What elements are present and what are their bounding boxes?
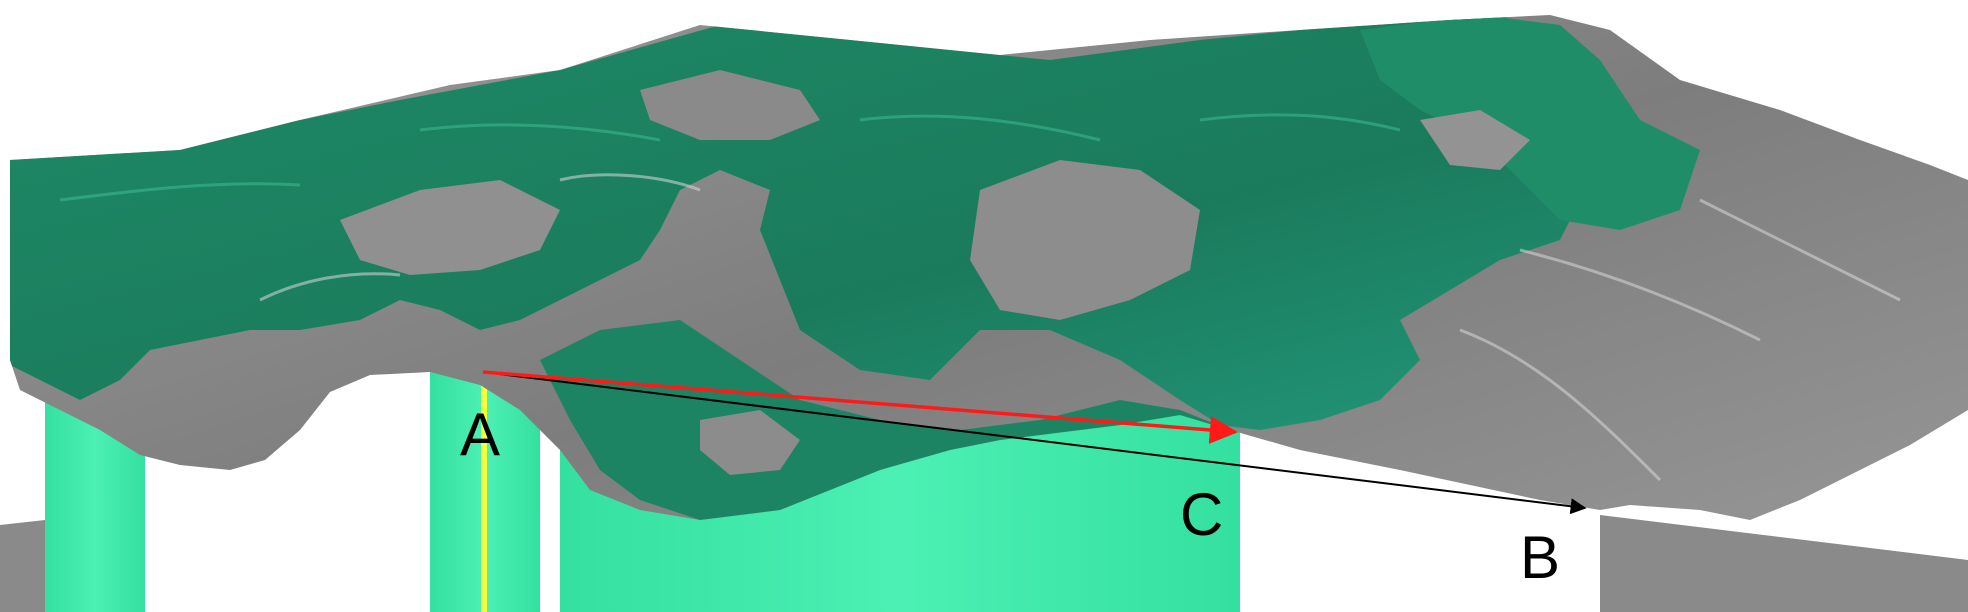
arrow-a-to-c [482, 370, 1238, 444]
surface-green-highlights [59, 113, 1401, 202]
gray-island-3 [640, 70, 820, 140]
label-b: B [1520, 524, 1560, 591]
surface-highlights [259, 173, 1901, 482]
gray-island-2 [340, 180, 560, 275]
label-a: A [460, 401, 500, 468]
gray-island-1 [970, 160, 1200, 320]
green-region-lower [540, 320, 1230, 520]
gray-slab-right [1600, 515, 1968, 612]
gray-slab-left [0, 520, 45, 612]
green-region-right [1360, 15, 1700, 230]
arrow-a-to-b [482, 371, 1587, 515]
yellow-marker-line [481, 370, 487, 612]
gray-island-5 [700, 410, 800, 475]
label-c: C [1180, 481, 1223, 548]
gray-island-4 [1420, 110, 1530, 170]
